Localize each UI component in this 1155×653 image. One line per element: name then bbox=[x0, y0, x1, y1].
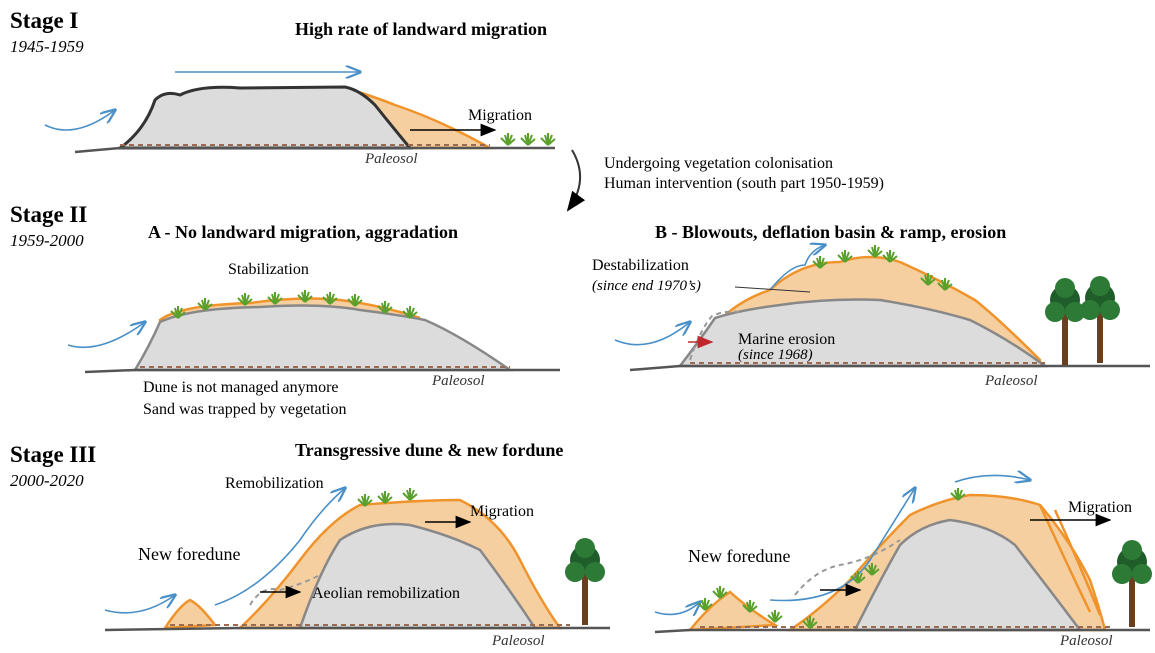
tree bbox=[1080, 276, 1120, 363]
wind-arrow bbox=[614, 322, 690, 346]
label: New foredune bbox=[138, 544, 240, 564]
transition-arrow bbox=[566, 149, 586, 212]
panel-heading: A - No landward migration, aggradation bbox=[148, 222, 458, 242]
dune bbox=[132, 304, 514, 372]
transition-text: Human intervention (south part 1950-1959… bbox=[604, 175, 884, 192]
ground bbox=[654, 628, 1150, 634]
paleosol-label: Paleosol bbox=[431, 373, 485, 389]
former-profile bbox=[794, 539, 901, 596]
dune bbox=[677, 298, 1049, 368]
wind-arrow bbox=[769, 245, 825, 291]
dune bbox=[298, 522, 538, 630]
tree bbox=[565, 538, 605, 625]
vegetation bbox=[500, 132, 516, 146]
foredune bbox=[687, 590, 780, 632]
former-profile bbox=[249, 574, 321, 606]
note: Dune is not managed anymore bbox=[143, 379, 339, 396]
former-profile bbox=[689, 310, 741, 361]
label: Aeolian remobilization bbox=[312, 585, 460, 602]
stage-3: Stage III 2000-2020 Transgressive dune &… bbox=[10, 440, 1152, 649]
label: Migration bbox=[468, 107, 532, 124]
transition: Undergoing vegetation colonisation Human… bbox=[566, 149, 884, 212]
paleosol-label: Paleosol bbox=[491, 633, 545, 649]
stage-title: Stage I bbox=[10, 8, 78, 33]
dune bbox=[115, 85, 414, 150]
label: Stabilization bbox=[228, 261, 309, 278]
wind-arrow bbox=[654, 602, 700, 614]
vegetation bbox=[402, 487, 418, 501]
vegetation bbox=[520, 132, 536, 146]
foredune bbox=[162, 598, 218, 630]
label: (since end 1970’s) bbox=[592, 278, 701, 294]
dune bbox=[852, 518, 1083, 632]
tree bbox=[1045, 278, 1085, 365]
transition-text: Undergoing vegetation colonisation bbox=[604, 155, 833, 172]
ground bbox=[104, 626, 610, 632]
vegetation bbox=[767, 609, 783, 623]
slip-face bbox=[1038, 504, 1102, 616]
label: Migration bbox=[1068, 499, 1132, 516]
paleosol-label: Paleosol bbox=[984, 373, 1038, 389]
note: Sand was trapped by vegetation bbox=[143, 401, 347, 418]
stage-title: Stage II bbox=[10, 202, 87, 227]
stage-heading: Transgressive dune & new fordune bbox=[295, 440, 563, 460]
stage-period: 1959-2000 bbox=[10, 231, 84, 250]
panel-heading: B - Blowouts, deflation basin & ramp, er… bbox=[655, 222, 1006, 242]
vegetation bbox=[540, 132, 556, 146]
paleosol-label: Paleosol bbox=[1059, 633, 1113, 649]
ground bbox=[84, 368, 560, 374]
wind-arrow bbox=[954, 475, 1030, 482]
label: Remobilization bbox=[225, 475, 324, 492]
stage-1: Stage I 1945-1959 High rate of landward … bbox=[10, 8, 556, 167]
wind-arrow bbox=[44, 110, 115, 131]
wind-arrow bbox=[104, 595, 175, 614]
stage-period: 1945-1959 bbox=[10, 37, 84, 56]
sand-lobe bbox=[344, 86, 495, 150]
stage-heading: High rate of landward migration bbox=[295, 19, 547, 39]
ground bbox=[74, 146, 555, 154]
label: New foredune bbox=[688, 546, 790, 566]
ground bbox=[629, 364, 1150, 372]
tree bbox=[1112, 540, 1152, 627]
wind-arrow bbox=[67, 322, 145, 349]
paleosol-label: Paleosol bbox=[364, 151, 418, 167]
wind-arrow bbox=[769, 488, 915, 602]
leader-line bbox=[734, 286, 811, 293]
stage-2: Stage II 1959-2000 A - No landward migra… bbox=[10, 202, 1150, 418]
wind-arrow bbox=[214, 488, 345, 606]
label: (since 1968) bbox=[738, 347, 813, 363]
label: Migration bbox=[470, 503, 534, 520]
vegetation bbox=[867, 244, 883, 258]
vegetation bbox=[377, 490, 393, 504]
stage-period: 2000-2020 bbox=[10, 471, 84, 490]
label: Marine erosion bbox=[738, 331, 835, 348]
label: Destabilization bbox=[592, 257, 689, 274]
stage-title: Stage III bbox=[10, 442, 96, 467]
